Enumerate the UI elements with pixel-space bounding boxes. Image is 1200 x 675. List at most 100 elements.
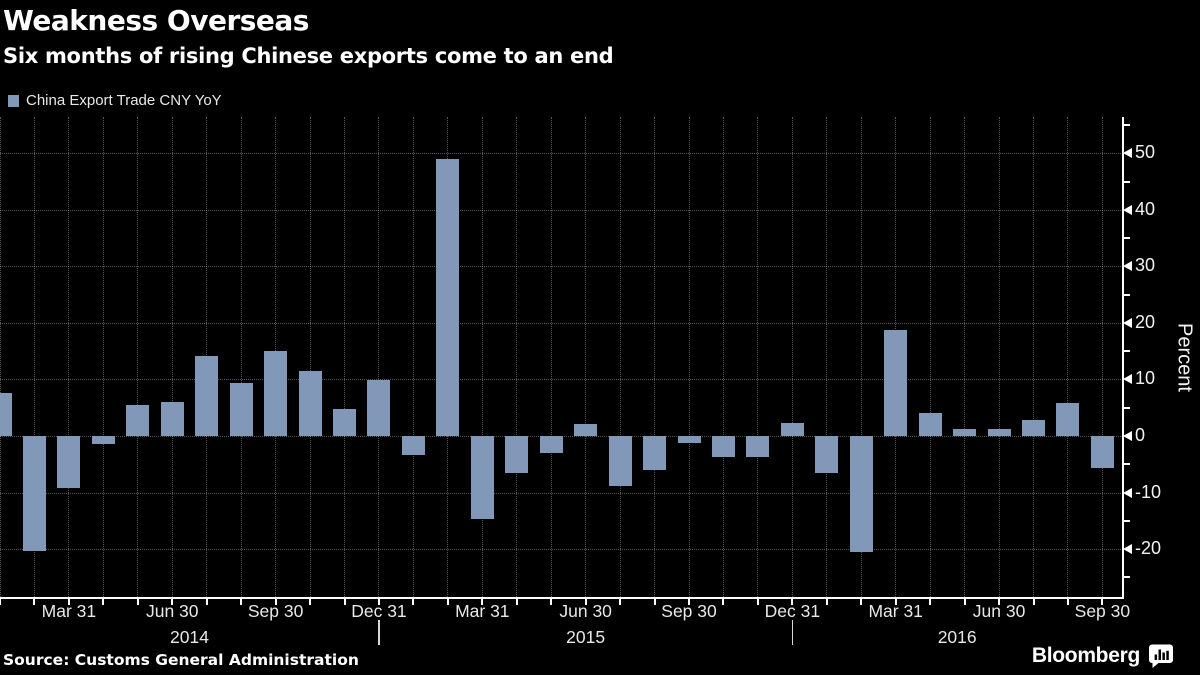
bar: [436, 159, 460, 436]
gridline-vertical: [1033, 117, 1034, 597]
x-axis-tick: [515, 598, 518, 605]
gridline-vertical: [826, 117, 828, 597]
x-axis-tick: [929, 598, 932, 605]
gridline-vertical: [516, 117, 518, 597]
x-axis-tick: [1101, 598, 1104, 605]
y-axis-tick-major: [1123, 148, 1132, 159]
x-axis-tick: [619, 598, 622, 605]
bar: [1090, 436, 1114, 468]
y-axis-tick-label: 10: [1135, 368, 1156, 389]
y-axis-tick-major: [1123, 487, 1132, 498]
bar: [987, 428, 1011, 436]
y-axis-tick-minor: [1122, 576, 1130, 579]
gridline-vertical: [171, 117, 173, 597]
x-axis-tick: [481, 598, 484, 605]
bar: [57, 436, 81, 489]
bar: [780, 422, 804, 436]
x-axis-tick: [205, 598, 208, 605]
x-axis-tick: [584, 598, 587, 605]
x-axis-tick: [240, 598, 243, 605]
x-axis-tick: [722, 598, 725, 605]
x-axis-tick: [274, 598, 277, 605]
gridline-horizontal: [0, 153, 1123, 155]
y-axis-tick-label: 40: [1135, 198, 1156, 219]
gridline-vertical: [964, 117, 966, 597]
gridline-vertical: [757, 117, 759, 597]
bar: [574, 424, 598, 436]
x-axis-tick: [688, 598, 690, 605]
year-separator: [378, 620, 380, 645]
bar: [195, 356, 219, 436]
bar: [470, 436, 494, 519]
x-axis-quarter-label: Jun 30: [972, 601, 1026, 621]
gridline-horizontal: [0, 549, 1123, 551]
bar: [298, 370, 322, 436]
y-axis-tick-major: [1123, 204, 1132, 215]
bar: [160, 401, 184, 436]
x-axis-quarter-label: Sep 30: [247, 601, 304, 621]
bar: [229, 383, 253, 436]
legend-label: China Export Trade CNY YoY: [26, 92, 222, 109]
y-axis-tick-major: [1123, 431, 1132, 441]
x-axis-quarter-label: Mar 31: [868, 601, 923, 621]
gridline-vertical: [585, 117, 587, 597]
bar: [91, 436, 115, 445]
x-axis-tick: [791, 598, 794, 605]
y-axis-tick-minor: [1122, 293, 1130, 296]
y-axis-title: Percent: [1173, 322, 1196, 392]
source-text: Source: Customs General Administration: [3, 651, 359, 669]
y-axis-tick-minor: [1122, 350, 1130, 353]
x-axis-tick: [653, 598, 656, 605]
gridline-vertical: [791, 117, 793, 597]
gridline-vertical: [481, 117, 483, 597]
x-axis-tick: [412, 598, 415, 605]
x-axis-quarter-label: Mar 31: [41, 601, 97, 621]
x-axis-tick: [377, 598, 380, 605]
gridline-vertical: [619, 117, 621, 597]
gridline-horizontal: [0, 266, 1123, 268]
gridline-vertical: [102, 117, 104, 597]
x-axis-tick: [894, 598, 897, 605]
y-axis-tick-label: -20: [1135, 538, 1162, 559]
gridline-vertical: [860, 117, 862, 597]
gridline-horizontal: [0, 379, 1123, 381]
bar: [0, 393, 12, 436]
bar: [401, 436, 425, 455]
year-label: 2015: [566, 627, 606, 647]
bar: [918, 412, 942, 436]
x-axis-tick: [343, 598, 346, 605]
x-axis-tick: [550, 598, 553, 605]
gridline-vertical: [33, 117, 35, 597]
x-axis-tick: [171, 598, 174, 605]
gridline-vertical: [344, 117, 345, 597]
y-axis-tick-major: [1123, 374, 1132, 385]
bar: [746, 436, 770, 458]
y-axis-tick-major: [1123, 317, 1132, 328]
bar: [643, 436, 667, 471]
x-axis-line: [0, 597, 1124, 599]
x-axis-tick: [963, 598, 966, 605]
x-axis-tick: [102, 598, 105, 605]
y-axis-tick-minor: [1122, 237, 1130, 240]
legend: China Export Trade CNY YoY: [8, 92, 222, 109]
x-axis-tick: [1032, 598, 1035, 605]
gridline-vertical: [998, 117, 1000, 597]
bloomberg-logo: Bloomberg: [1032, 644, 1174, 668]
bar: [126, 405, 150, 436]
year-label: 2014: [170, 627, 209, 647]
x-axis-quarter-label: Sep 30: [661, 601, 717, 621]
x-axis-quarter-label: Dec 31: [351, 601, 407, 621]
x-axis-tick: [446, 598, 449, 605]
bar: [884, 330, 908, 436]
bar: [539, 436, 563, 453]
x-axis-quarter-label: Dec 31: [764, 601, 821, 621]
bar: [711, 436, 735, 457]
y-axis-tick-minor: [1122, 180, 1130, 183]
gridline-horizontal: [0, 209, 1123, 211]
gridline-vertical: [1067, 117, 1069, 597]
gridline-vertical: [550, 117, 552, 597]
gridline-vertical: [688, 117, 690, 597]
x-axis-tick: [136, 598, 139, 605]
x-axis-tick: [998, 598, 1001, 605]
